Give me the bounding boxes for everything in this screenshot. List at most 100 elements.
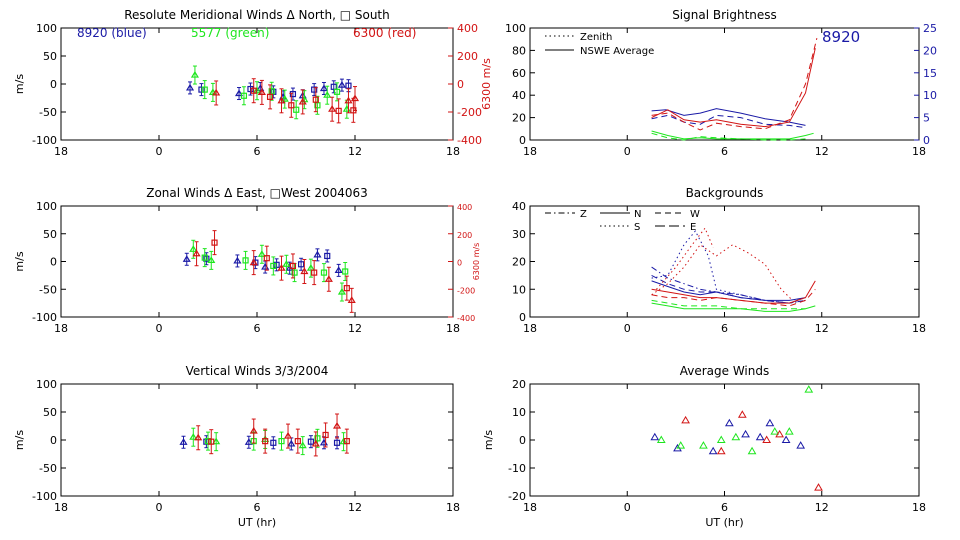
x-tick-label: 18: [54, 501, 68, 514]
y2-tick-label: -400: [457, 314, 475, 323]
point-red-3: [262, 438, 269, 445]
x-axis-label: UT (hr): [238, 516, 276, 529]
x-tick-label: 18: [446, 145, 460, 158]
point-green-9: [320, 269, 328, 276]
point-green-1: [201, 86, 208, 93]
point-blue-6: [765, 418, 775, 427]
x-tick-label: 6: [254, 322, 261, 335]
point-blue-2: [708, 446, 718, 455]
point-red-2: [737, 410, 747, 418]
point-red-5: [814, 483, 823, 491]
point-green-4: [257, 250, 266, 257]
point-red-5: [289, 262, 297, 270]
point-red-10: [344, 96, 353, 104]
point-green-0: [656, 435, 666, 443]
x-tick-label: 6: [721, 145, 728, 158]
y2-tick-label: 0: [923, 134, 930, 147]
point-red-7: [311, 269, 318, 276]
y-tick-label: 100: [36, 200, 57, 213]
point-green-6: [298, 441, 307, 449]
point-blue-6: [285, 263, 294, 271]
x-tick-label: 12: [815, 145, 829, 158]
point-red-9: [343, 438, 350, 445]
point-red-7: [322, 431, 329, 439]
point-blue-4: [741, 429, 750, 438]
y2-tick-label: 25: [923, 22, 937, 35]
point-blue-8: [313, 250, 322, 258]
y2-tick-label: 400: [457, 203, 472, 212]
series-line-red-dashed: [651, 37, 818, 131]
y-tick-label: 0: [50, 434, 57, 447]
chart-average: Average Winds 18 0 6 12 18 UT (hr) 20 10 0 -10 -20 m…: [482, 364, 926, 529]
point-green-3: [716, 435, 726, 443]
point-blue-2: [234, 89, 244, 97]
y-tick-label: 50: [43, 228, 57, 241]
point-red-10: [347, 296, 356, 303]
series-line-blue-dashed: [651, 114, 806, 129]
y-tick-label: 0: [519, 311, 526, 324]
point-red-12: [350, 94, 360, 102]
y2-tick-label: 200: [457, 231, 472, 240]
legend-nswe: NSWE Average: [580, 46, 654, 57]
y-tick-label: 0: [519, 134, 526, 147]
point-green-3: [242, 257, 249, 264]
point-green-5: [270, 262, 277, 270]
point-red-1: [716, 446, 726, 455]
point-red-6: [300, 267, 309, 275]
y-tick-label: 40: [512, 200, 526, 213]
y2-tick-label: 200: [457, 50, 478, 63]
series-line-green-dashed: [651, 132, 806, 141]
chart-title: Vertical Winds 3/3/2004: [186, 364, 329, 378]
y-tick-label: -50: [39, 283, 57, 296]
y2-tick-label: -200: [457, 106, 482, 119]
series-line-green-solid: [651, 302, 816, 312]
y-tick-label: 50: [43, 406, 57, 419]
point-red-0: [212, 88, 221, 96]
point-green-8: [339, 437, 348, 445]
point-red-4: [277, 263, 286, 271]
point-green-10: [337, 287, 346, 295]
y2-tick-label: 5: [923, 112, 930, 125]
y-tick-label: 30: [512, 228, 526, 241]
y-axis-label: m/s: [482, 430, 495, 450]
point-blue-3: [270, 439, 277, 446]
point-green-6: [280, 94, 289, 102]
point-blue-7: [781, 435, 791, 443]
x-tick-label: 6: [721, 322, 728, 335]
y2-tick-label: 10: [923, 89, 937, 102]
point-red-5: [288, 102, 295, 109]
point-blue-5: [273, 261, 280, 268]
x-tick-label: 18: [54, 145, 68, 158]
y2-tick-label: -200: [457, 286, 475, 295]
point-green-7: [784, 427, 794, 435]
x-tick-label: 12: [348, 322, 362, 335]
y2-tick-label: 0: [457, 259, 462, 268]
point-red-8: [332, 421, 342, 429]
point-blue-1: [203, 255, 210, 262]
point-green-4: [731, 432, 741, 441]
y-tick-label: 10: [512, 406, 526, 419]
x-tick-label: 18: [912, 322, 926, 335]
legend-zenith: Zenith: [580, 32, 612, 43]
legend-s: S: [634, 222, 640, 233]
point-blue-11: [330, 83, 337, 90]
point-red-0: [194, 433, 203, 441]
legend-n: N: [634, 209, 641, 220]
x-axis-label: UT (hr): [705, 516, 743, 529]
point-blue-1: [198, 86, 205, 93]
point-red-1: [250, 87, 257, 94]
x-tick-label: 18: [446, 322, 460, 335]
y-tick-label: 100: [36, 378, 57, 391]
point-blue-0: [650, 432, 660, 441]
y-tick-label: -100: [32, 311, 57, 324]
y-tick-label: 0: [50, 256, 57, 269]
y-tick-label: -50: [39, 462, 57, 475]
point-blue-7: [289, 90, 297, 98]
y-tick-label: 60: [512, 67, 526, 80]
point-blue-10: [334, 266, 343, 273]
point-green-4: [252, 86, 262, 94]
y-tick-label: 80: [512, 44, 526, 57]
point-red-3: [266, 93, 274, 100]
y-tick-label: 100: [505, 22, 526, 35]
